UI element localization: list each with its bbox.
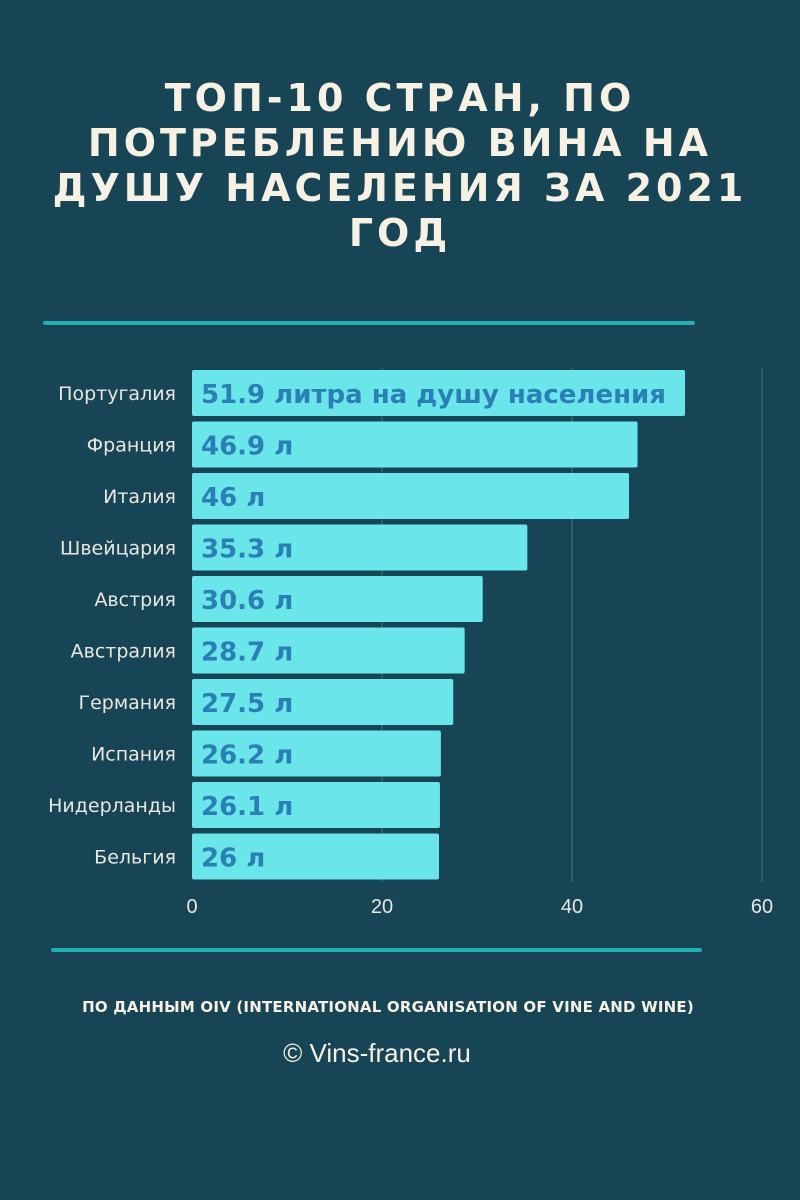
bar-1 — [192, 421, 638, 468]
bar-value-label: 46.9 л — [201, 432, 293, 462]
category-label: Австралия — [71, 641, 176, 663]
bar-5 — [192, 627, 465, 674]
bar-3 — [192, 524, 528, 571]
bar-value-label: 27.5 л — [201, 689, 293, 719]
bar-0 — [192, 370, 686, 416]
bar-chart: Португалия Франция Италия Швейцария Австрия А… — [48, 368, 773, 918]
bar-4 — [192, 576, 483, 622]
bar-value-label: 26.2 л — [201, 741, 293, 771]
category-labels: Португалия Франция Италия Швейцария Австрия А… — [48, 383, 176, 869]
x-tick-label: 20 — [371, 896, 393, 918]
bar-value-label: 35.3 л — [201, 535, 293, 565]
category-label: Австрия — [94, 589, 176, 611]
bottom-divider — [51, 948, 702, 952]
bar-value-label: 46 л — [201, 483, 265, 513]
page-title: Топ-10 стран, по потреблению вина на душ… — [52, 76, 748, 255]
x-tick-label: 40 — [561, 896, 583, 918]
bar-8 — [192, 782, 440, 828]
x-tick-label: 60 — [751, 896, 773, 918]
category-label: Швейцария — [60, 538, 176, 560]
x-axis-ticks: 0 20 40 60 — [186, 896, 773, 918]
category-label: Италия — [103, 486, 176, 508]
bar-7 — [192, 730, 441, 777]
x-tick-label: 0 — [186, 896, 197, 918]
bar-value-label: 30.6 л — [201, 586, 293, 616]
top-divider — [43, 321, 695, 325]
category-label: Бельгия — [94, 847, 176, 869]
category-label: Германия — [78, 692, 176, 714]
category-label: Нидерланды — [48, 795, 176, 817]
bar-value-label: 26 л — [201, 844, 265, 874]
bar-9 — [192, 833, 439, 880]
bar-value-label: 26.1 л — [201, 792, 293, 822]
category-label: Португалия — [58, 383, 176, 405]
copyright: © Vins-france.ru — [283, 1038, 471, 1068]
bar-value-label: 51.9 литра на душу населения — [201, 380, 666, 410]
data-labels: 51.9 литра на душу населения 46.9 л 46 л 35… — [201, 380, 666, 874]
source-note: по данным OIV (International Organisatio… — [82, 998, 694, 1016]
bar-value-label: 28.7 л — [201, 638, 293, 668]
bar-6 — [192, 679, 454, 725]
category-label: Франция — [87, 435, 176, 457]
bars — [192, 370, 686, 880]
category-label: Испания — [91, 744, 176, 766]
bar-2 — [192, 473, 629, 519]
